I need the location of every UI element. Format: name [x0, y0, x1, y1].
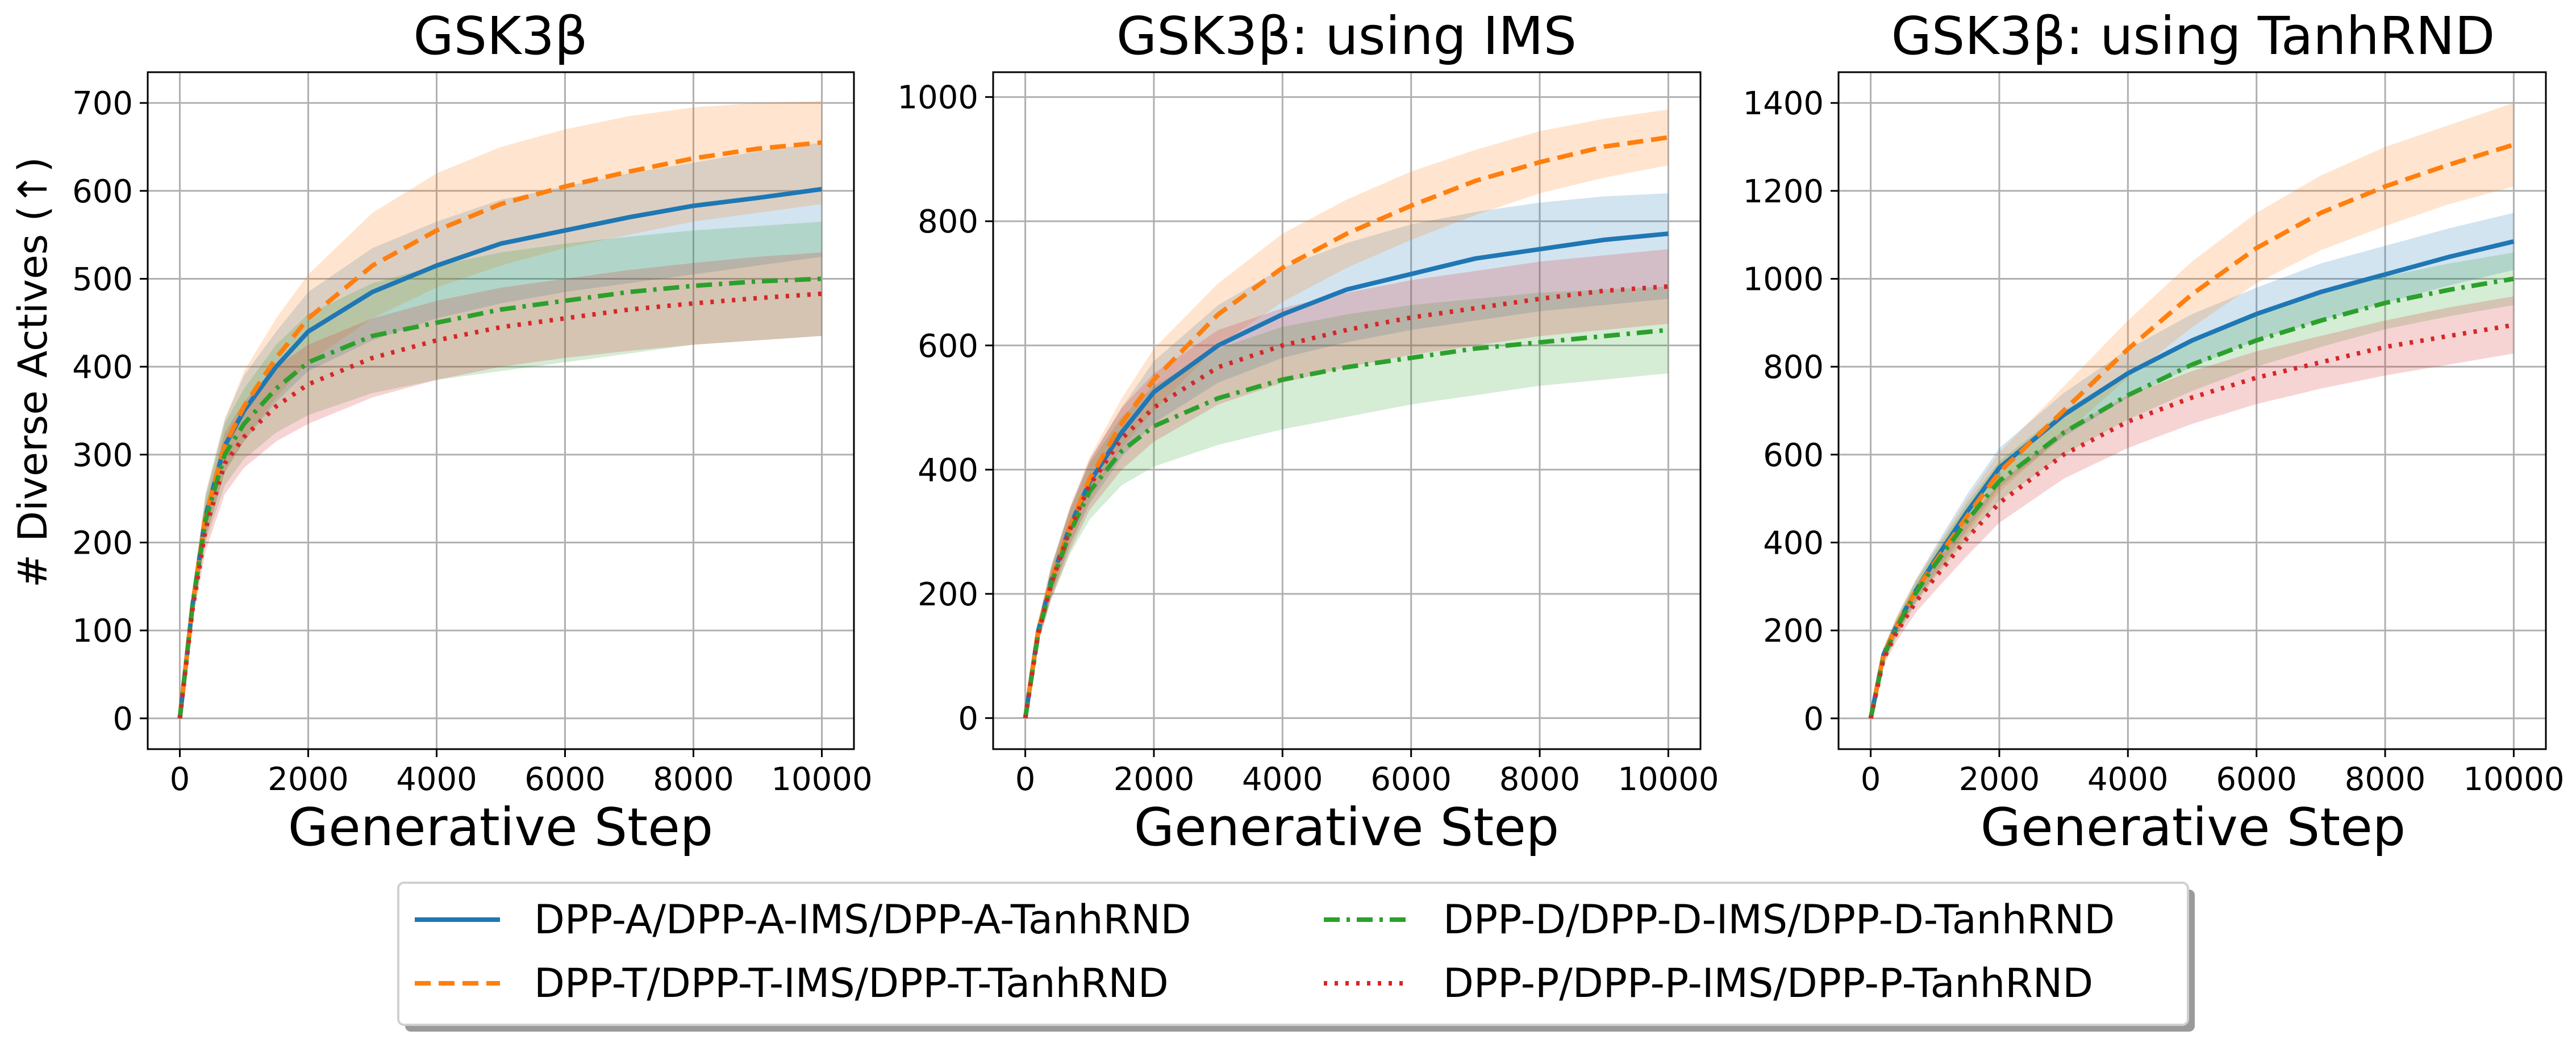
confidence-band-dpp-d-ims	[1025, 286, 1669, 718]
x-tick-label: 0	[1861, 761, 1881, 798]
confidence-band-dpp-p-tanhrnd	[1870, 296, 2514, 718]
y-tick-label: 400	[1763, 525, 1824, 562]
y-tick-label: 0	[112, 701, 133, 738]
x-tick-label: 8000	[1499, 761, 1581, 798]
x-tick-label: 8000	[2345, 761, 2426, 798]
x-tick-label: 0	[1015, 761, 1036, 798]
y-tick-label: 600	[918, 328, 978, 365]
x-axis-label: Generative Step	[1134, 797, 1559, 858]
x-axis-label: Generative Step	[288, 797, 713, 858]
y-tick-label: 0	[958, 700, 978, 737]
confidence-band-dpp-t-tanhrnd	[1870, 103, 2514, 718]
y-tick-label: 1000	[1743, 261, 1824, 298]
chart-panel-1: GSK3β 0 2000 4000 6000 8000 10000 0 100 200 300 40…	[72, 6, 872, 858]
axes-frame	[1837, 71, 2547, 750]
legend-item: DPP-P/DPP-P-IMS/DPP-P-TanhRND	[1324, 960, 2093, 1007]
y-tick-label: 800	[918, 203, 978, 240]
series-line-dpp-d-tanhrnd	[1868, 276, 2515, 719]
x-tick-label: 8000	[653, 761, 734, 798]
plot-area: 0 2000 4000 6000 8000 10000 0 200 400 600 800 1000	[897, 71, 1719, 798]
confidence-band-dpp-a	[180, 142, 822, 718]
y-tick-label: 1200	[1743, 173, 1824, 210]
y-tick-label: 200	[72, 525, 133, 562]
y-tick-label: 200	[918, 576, 978, 613]
x-tick-label: 0	[170, 761, 190, 798]
series-line-dpp-t	[177, 140, 822, 719]
x-tick-label: 4000	[1242, 761, 1323, 798]
y-tick-label: 600	[1763, 437, 1824, 474]
chart-title: GSK3β: using IMS	[1116, 6, 1577, 67]
y-tick-label: 200	[1763, 613, 1824, 650]
x-tick-label: 4000	[2087, 761, 2169, 798]
x-tick-label: 10000	[2463, 761, 2564, 798]
y-tick-label: 400	[918, 452, 978, 489]
y-tick-label: 100	[72, 613, 133, 650]
chart-panel-2: GSK3β: using IMS 0 2000 4000 6000 8000 100000…	[897, 6, 1719, 858]
y-tick-label: 1400	[1743, 85, 1824, 122]
x-tick-label: 4000	[396, 761, 477, 798]
x-axis-label: Generative Step	[1981, 797, 2406, 858]
chart-title: GSK3β: using TanhRND	[1891, 6, 2495, 67]
x-tick-label: 10000	[1618, 761, 1719, 798]
legend-label: DPP-P/DPP-P-IMS/DPP-P-TanhRND	[1443, 960, 2093, 1007]
y-tick-label: 400	[72, 349, 133, 386]
x-tick-label: 2000	[1114, 761, 1195, 798]
x-tick-label: 10000	[771, 761, 872, 798]
legend-label: DPP-T/DPP-T-IMS/DPP-T-TanhRND	[534, 960, 1169, 1007]
y-tick-label: 1000	[897, 80, 978, 117]
x-tick-label: 6000	[524, 761, 606, 798]
y-tick-label: 600	[72, 173, 133, 210]
legend-frame	[397, 882, 2189, 1026]
chart-panel-3: GSK3β: using TanhRND 0 2000 4000 6000 8000 10…	[1743, 6, 2564, 858]
confidence-band-dpp-d	[180, 221, 822, 718]
y-axis-label: # Diverse Actives (↑)	[10, 157, 56, 588]
plot-area: 0 2000 4000 6000 8000 10000 0 200 400 600 800 1000 1…	[1743, 71, 2564, 798]
axes-frame	[147, 71, 855, 750]
series-line-dpp-d-ims	[1023, 327, 1669, 719]
y-tick-label: 500	[72, 261, 133, 298]
x-tick-label: 2000	[1959, 761, 2040, 798]
legend-item: DPP-D/DPP-D-IMS/DPP-D-TanhRND	[1324, 896, 2115, 943]
legend-label: DPP-D/DPP-D-IMS/DPP-D-TanhRND	[1443, 896, 2115, 943]
legend-label: DPP-A/DPP-A-IMS/DPP-A-TanhRND	[534, 896, 1191, 943]
y-tick-label: 800	[1763, 349, 1824, 386]
y-tick-label: 300	[72, 437, 133, 474]
confidence-band-dpp-d-tanhrnd	[1870, 252, 2514, 718]
series-line-dpp-t-ims	[1023, 135, 1669, 718]
legend-item: DPP-A/DPP-A-IMS/DPP-A-TanhRND	[415, 896, 1191, 943]
axes-frame	[992, 71, 1702, 750]
legend-item: DPP-T/DPP-T-IMS/DPP-T-TanhRND	[415, 960, 1169, 1007]
series-line-dpp-d	[177, 276, 822, 719]
confidence-band-dpp-t	[180, 101, 822, 718]
legend: DPP-A/DPP-A-IMS/DPP-A-TanhRND DPP-D/DPP-…	[397, 882, 2195, 1032]
chart-title: GSK3β	[413, 6, 587, 67]
confidence-band-dpp-a-ims	[1025, 193, 1669, 718]
series-line-dpp-p	[177, 291, 822, 719]
x-tick-label: 6000	[2216, 761, 2297, 798]
y-tick-label: 0	[1803, 701, 1824, 738]
plot-area: 0 2000 4000 6000 8000 10000 0 100 200 300 400 500 60…	[72, 71, 873, 798]
y-tick-label: 700	[72, 85, 133, 122]
x-tick-label: 2000	[268, 761, 349, 798]
x-tick-label: 6000	[1370, 761, 1452, 798]
series-line-dpp-p-tanhrnd	[1868, 322, 2515, 719]
